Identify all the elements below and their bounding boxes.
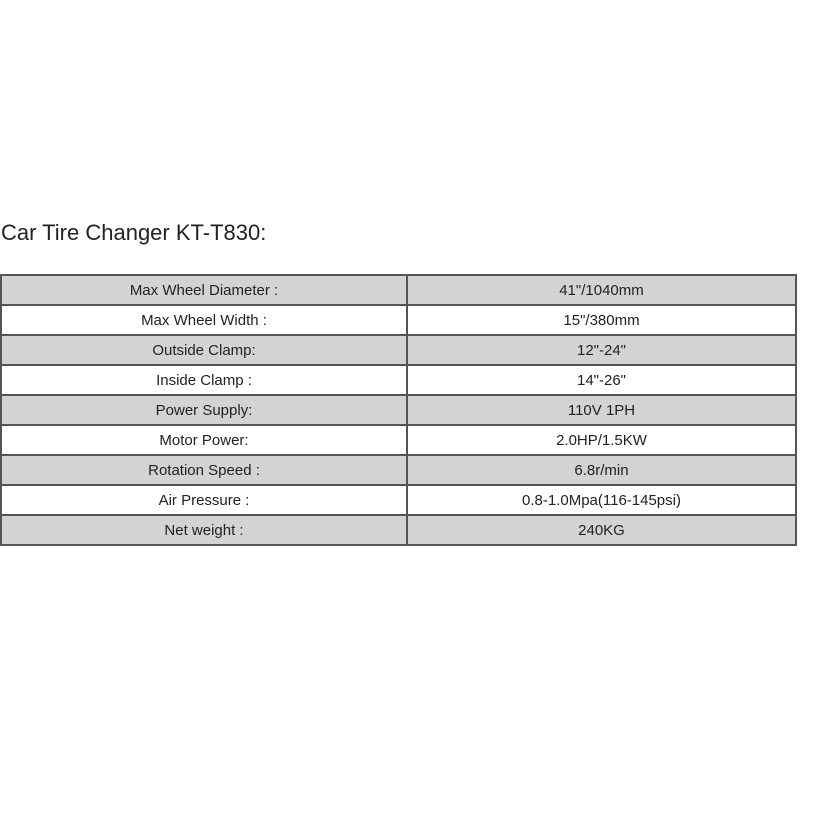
table-row: Inside Clamp :14"-26": [0, 364, 797, 396]
spec-value: 0.8-1.0Mpa(116-145psi): [406, 484, 797, 516]
spec-label: Outside Clamp:: [0, 334, 408, 366]
table-row: Motor Power: 2.0HP/1.5KW: [0, 424, 797, 456]
spec-value: 240KG: [406, 514, 797, 546]
table-row: Max Wheel Width :15"/380mm: [0, 304, 797, 336]
page-title: Car Tire Changer KT-T830:: [1, 220, 267, 245]
spec-value: 12"-24": [406, 334, 797, 366]
spec-label: Max Wheel Width :: [0, 304, 408, 336]
spec-value: 6.8r/min: [406, 454, 797, 486]
table-row: Outside Clamp: 12"-24": [0, 334, 797, 366]
spec-table: Max Wheel Diameter :41"/1040mm Max Wheel …: [0, 274, 797, 546]
table-row: Air Pressure :0.8-1.0Mpa(116-145psi): [0, 484, 797, 516]
spec-value: 41"/1040mm: [406, 274, 797, 306]
table-row: Max Wheel Diameter :41"/1040mm: [0, 274, 797, 306]
spec-label: Rotation Speed :: [0, 454, 408, 486]
spec-value: 2.0HP/1.5KW: [406, 424, 797, 456]
spec-label: Air Pressure :: [0, 484, 408, 516]
table-row: Rotation Speed :6.8r/min: [0, 454, 797, 486]
table-row: Power Supply: 110V 1PH: [0, 394, 797, 426]
spec-label: Inside Clamp :: [0, 364, 408, 396]
spec-label: Net weight :: [0, 514, 408, 546]
spec-label: Max Wheel Diameter :: [0, 274, 408, 306]
spec-value: 15"/380mm: [406, 304, 797, 336]
spec-label: Power Supply:: [0, 394, 408, 426]
spec-value: 110V 1PH: [406, 394, 797, 426]
spec-value: 14"-26": [406, 364, 797, 396]
spec-label: Motor Power:: [0, 424, 408, 456]
table-row: Net weight :240KG: [0, 514, 797, 546]
